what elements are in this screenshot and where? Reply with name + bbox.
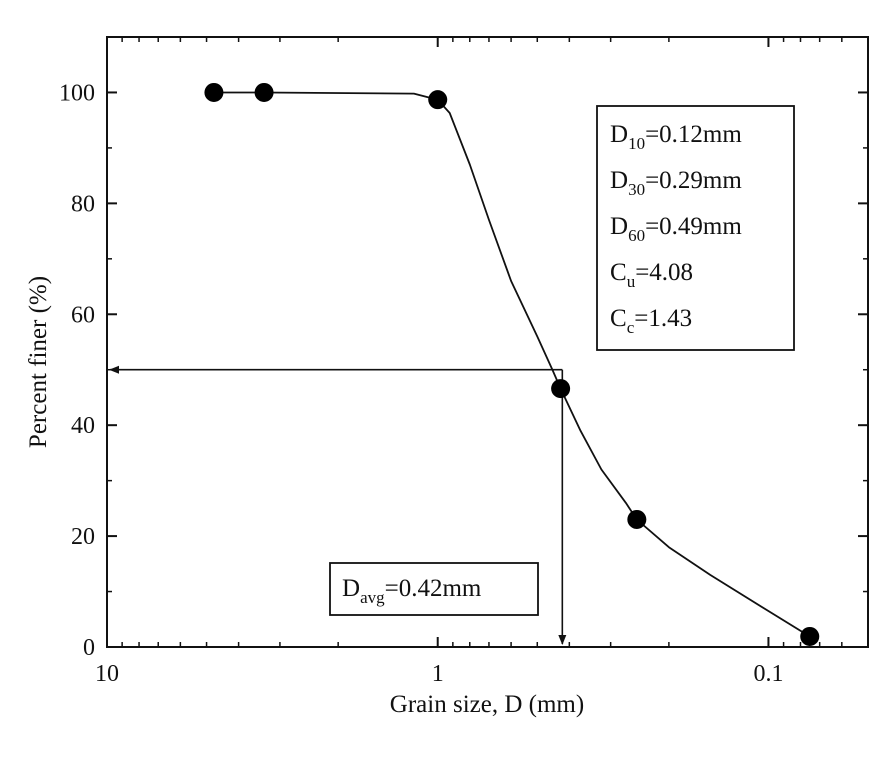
y-tick-label: 60: [71, 302, 95, 328]
y-tick-label: 20: [71, 524, 95, 550]
x-tick-label: 10: [95, 661, 119, 687]
data-point: [551, 379, 571, 399]
data-point: [204, 82, 224, 102]
y-tick-label: 0: [83, 635, 95, 661]
davg-box: [329, 562, 539, 616]
x-tick-label: 0.1: [753, 661, 783, 687]
y-tick-label: 40: [71, 413, 95, 439]
y-tick-label: 80: [71, 191, 95, 217]
y-tick-label: 100: [59, 80, 95, 106]
parameter-text: D30=0.29mm: [610, 167, 742, 199]
data-point: [254, 82, 274, 102]
davg-text: Davg=0.42mm: [342, 575, 482, 607]
y-axis-title: Percent finer (%): [25, 276, 52, 448]
x-axis-title: Grain size, D (mm): [390, 691, 584, 718]
data-point: [627, 509, 647, 529]
parameters-box: [596, 105, 795, 351]
parameter-text: Cc=1.43: [610, 305, 692, 337]
plot-frame: [106, 36, 869, 648]
parameter-text: Cu=4.08: [610, 259, 693, 291]
data-point: [800, 626, 820, 646]
data-point: [428, 90, 448, 110]
parameter-text: D10=0.12mm: [610, 121, 742, 153]
x-tick-label: 1: [432, 661, 444, 687]
parameter-text: D60=0.49mm: [610, 213, 742, 245]
